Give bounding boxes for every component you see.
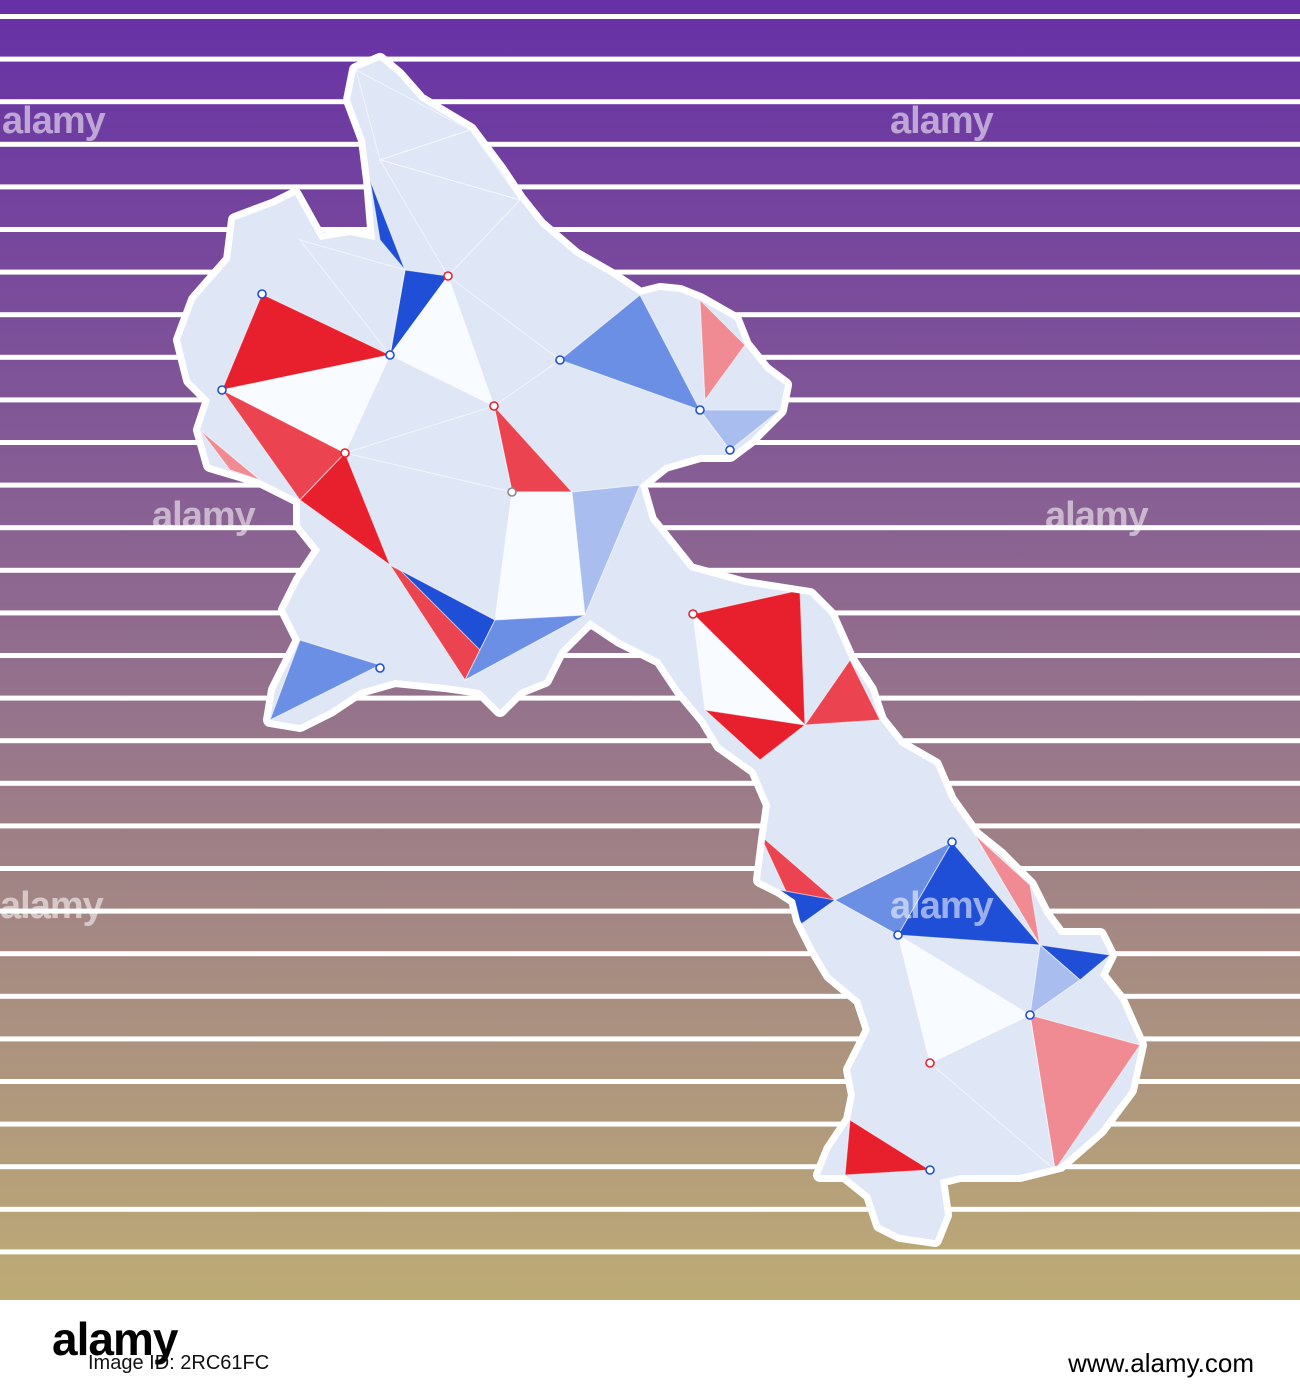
image-id-label: Image ID: 2RC61FC [88,1352,270,1374]
stripe [0,14,1300,19]
stripe [0,141,1300,147]
stripe [0,738,1300,744]
stripe [0,1249,1300,1255]
network-node [688,609,698,619]
mesh-triangle [446,274,561,407]
network-node [893,930,903,940]
stripe [0,1206,1300,1212]
mesh-triangle [974,834,1041,946]
network-node [925,1058,935,1068]
stripe [0,1164,1300,1170]
mesh-triangle [199,429,261,481]
footer-url[interactable]: www.alamy.com [1068,1348,1254,1378]
mesh-triangle [699,298,746,402]
mesh-triangle [299,452,392,567]
stripe [0,823,1300,829]
mesh-triangle [269,639,382,722]
stripe [0,951,1300,957]
footer-logo: alamy [52,1313,178,1365]
mesh-triangle [558,294,702,411]
stripe [0,908,1300,914]
network-node [385,350,395,360]
network-node [489,401,499,411]
stripe [0,227,1300,232]
footer-bar [0,1300,1300,1390]
network-node [217,385,227,395]
stripe [0,695,1300,701]
network-node [725,445,735,455]
stripe [0,56,1300,62]
mesh-triangle [298,239,406,357]
network-node [947,837,957,847]
mesh-triangle [803,659,881,726]
stripe [0,1121,1300,1127]
network-nodes [217,271,1035,1175]
stripe [0,866,1300,871]
mesh-triangle [703,709,807,761]
mesh-triangle [571,484,641,617]
mesh-triangle [463,614,586,682]
stripe [0,780,1300,786]
polygon-mesh [199,69,1140,1176]
mesh-triangle [699,409,782,451]
mesh-triangle [378,159,521,277]
network-node [1025,1010,1035,1020]
network-node [695,405,705,415]
map-artboard [0,0,1300,1300]
network-node [257,289,267,299]
mesh-triangle [343,405,513,493]
mesh-triangle [897,841,1042,946]
stripe [0,993,1300,999]
network-node [555,355,565,365]
mesh-triangle [1029,944,1081,1017]
map-canvas [0,0,1300,1300]
stripe [0,1079,1300,1084]
stripe [0,269,1300,275]
stripe [0,1036,1300,1042]
mesh-triangle [369,179,406,271]
network-node [925,1165,935,1175]
network-node [340,448,350,458]
network-node [443,271,453,281]
mesh-triangle [897,933,1032,1064]
mesh-triangle [844,1119,932,1176]
network-node [375,663,385,673]
stripe [0,184,1300,190]
network-node [507,487,517,497]
stripe [0,99,1300,105]
